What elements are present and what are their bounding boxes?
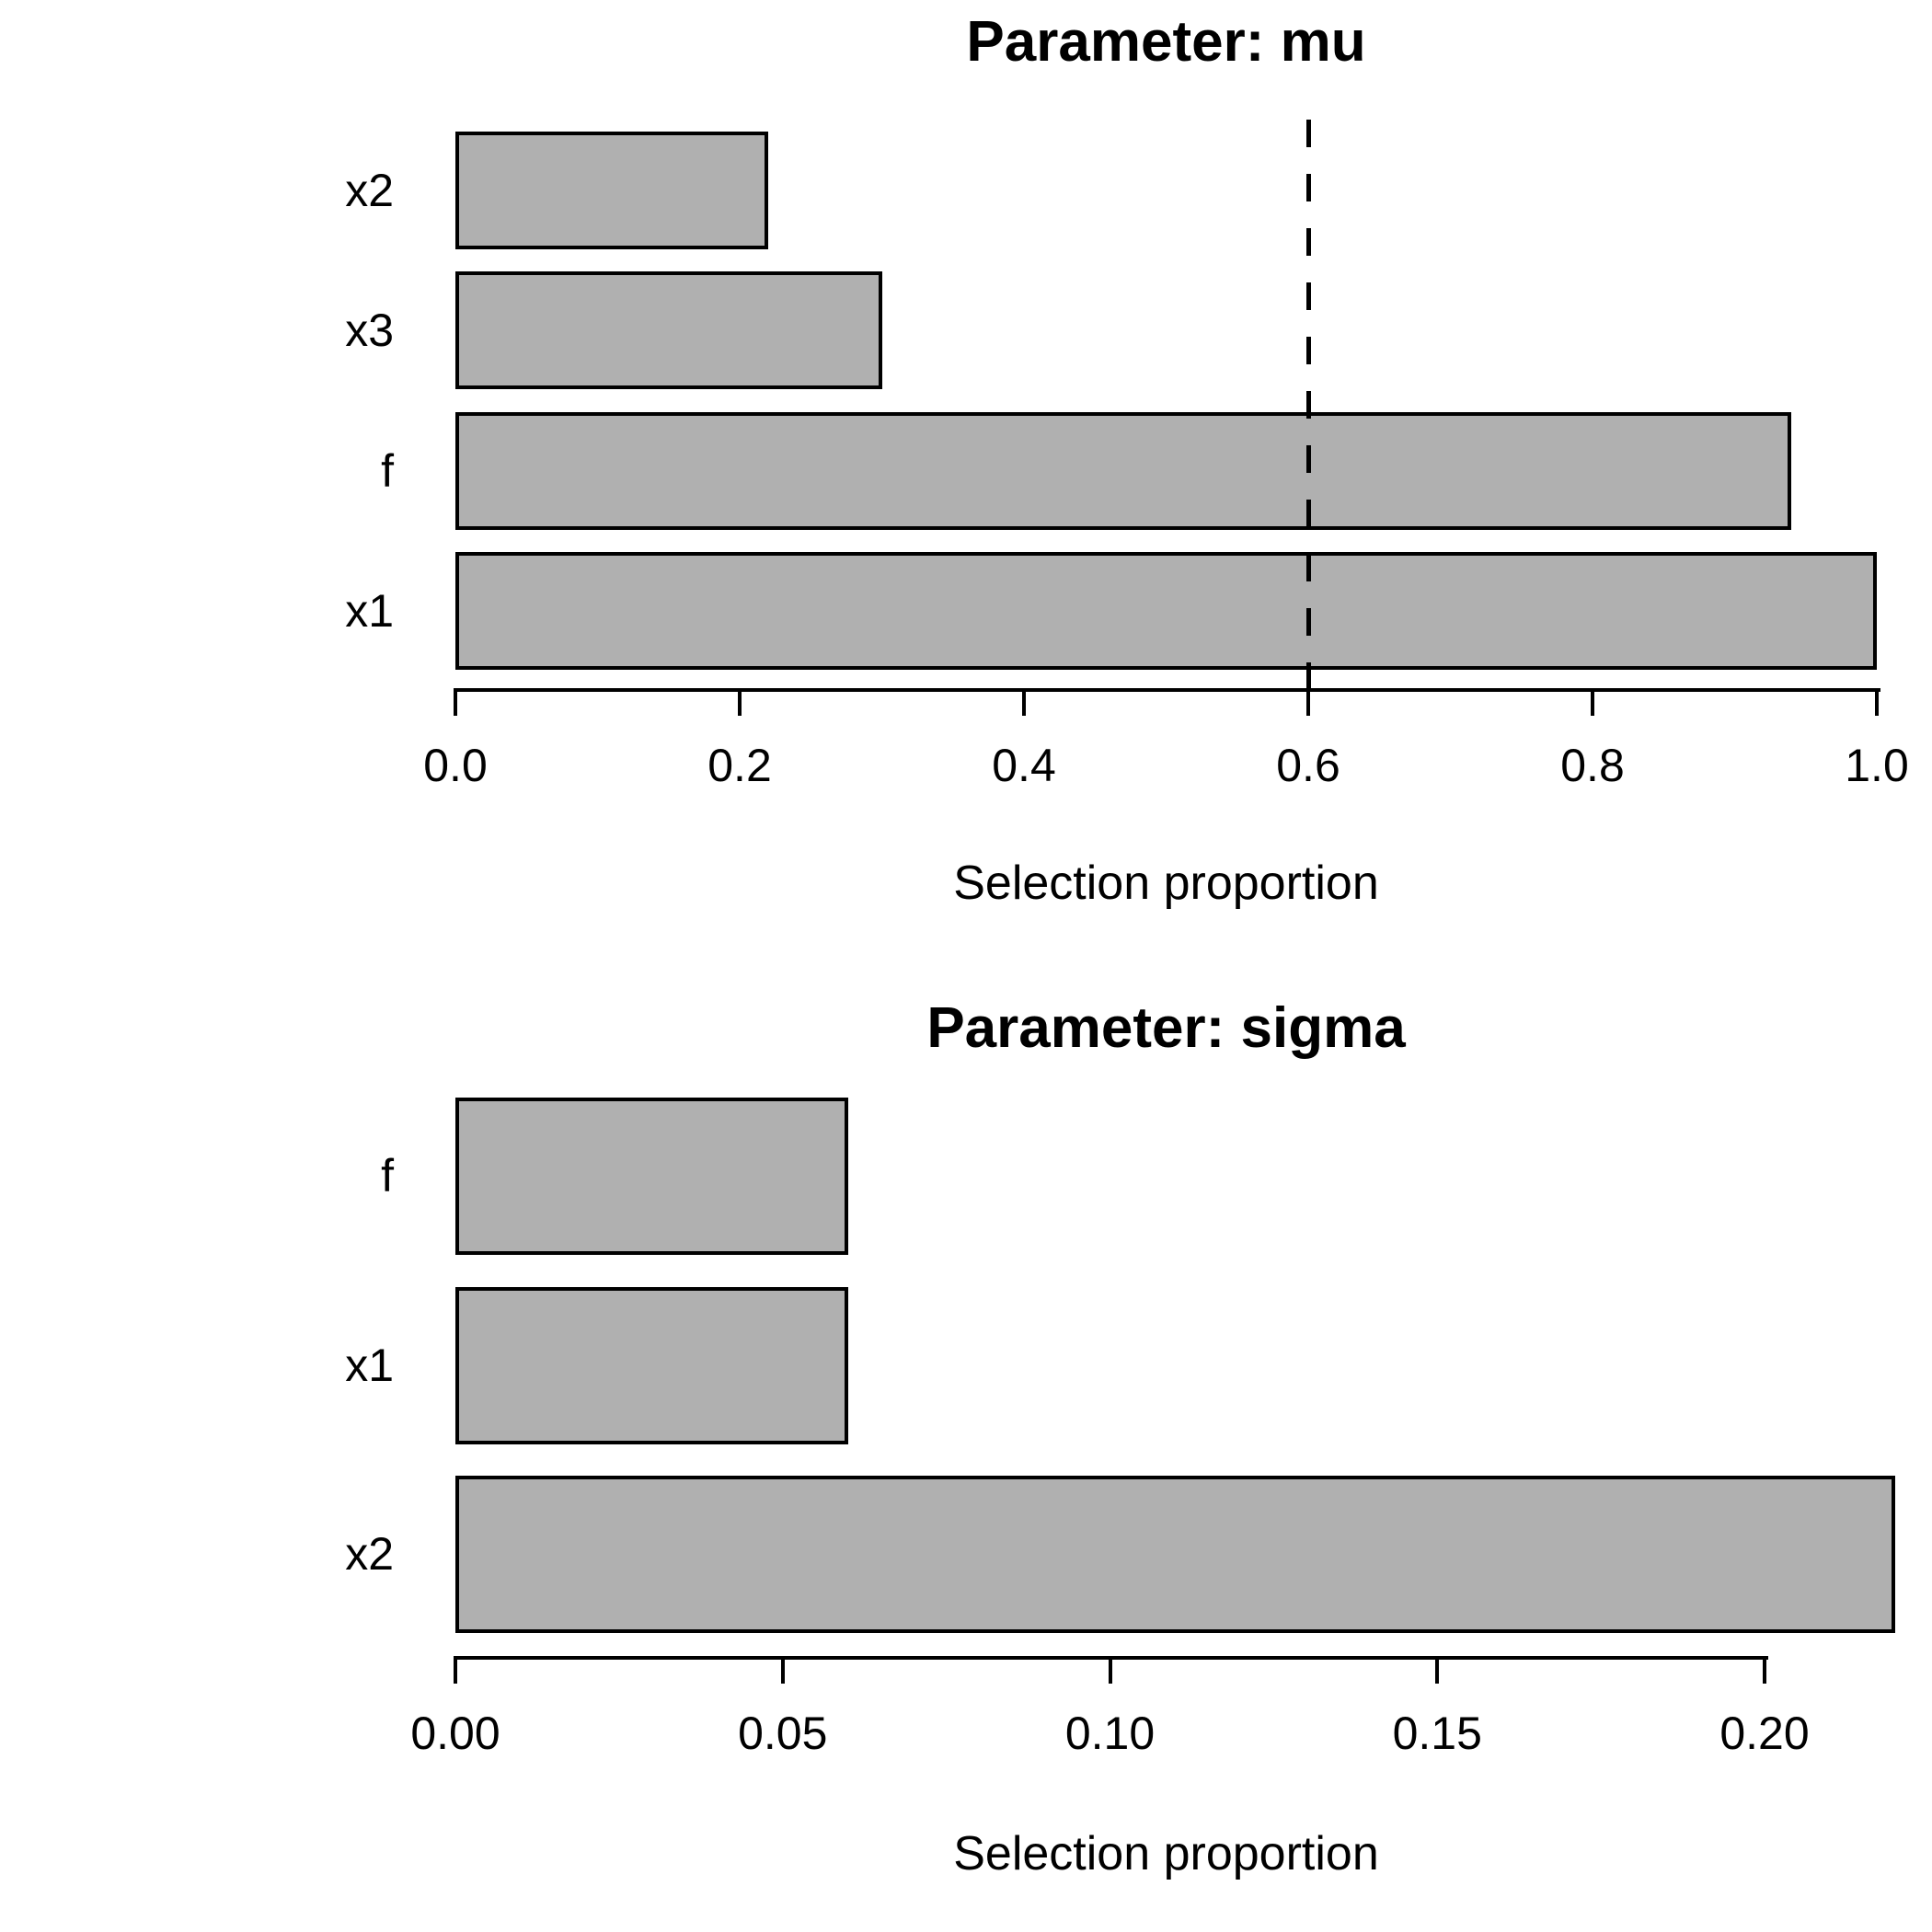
x-axis-line — [455, 1656, 1768, 1660]
x-axis-tick-0.0 — [454, 688, 457, 716]
bar-f — [455, 411, 1792, 530]
panel-sigma-x-axis-label: Selection proportion — [953, 1827, 1379, 1880]
bar-x2 — [455, 1476, 1896, 1633]
x-axis-tick-label-0.6: 0.6 — [1276, 740, 1340, 791]
category-label-f: f — [381, 1150, 394, 1202]
threshold-dashed-line — [1306, 120, 1311, 688]
x-axis-tick-0.6 — [1306, 688, 1310, 716]
x-axis-tick-0.20 — [1763, 1656, 1766, 1684]
x-axis-tick-label-0.4: 0.4 — [992, 740, 1056, 791]
x-axis-tick-0.00 — [454, 1656, 457, 1684]
x-axis-tick-label-0.00: 0.00 — [410, 1708, 500, 1759]
x-axis-tick-0.2 — [738, 688, 742, 716]
x-axis-tick-label-0.15: 0.15 — [1392, 1708, 1482, 1759]
x-axis-tick-0.05 — [780, 1656, 785, 1684]
bar-x2 — [455, 132, 768, 249]
x-axis-tick-label-1.0: 1.0 — [1845, 740, 1909, 791]
x-axis-tick-0.8 — [1591, 688, 1594, 716]
bar-x1 — [455, 1286, 848, 1444]
x-axis-tick-label-0.2: 0.2 — [707, 740, 772, 791]
x-axis-tick-0.4 — [1022, 688, 1026, 716]
x-axis-tick-label-0.0: 0.0 — [423, 740, 488, 791]
x-axis-tick-label-0.10: 0.10 — [1064, 1708, 1156, 1759]
panel-mu-x-axis-label: Selection proportion — [953, 857, 1379, 910]
panel-mu-title: Parameter: mu — [966, 10, 1366, 74]
x-axis-tick-1.0 — [1875, 688, 1879, 716]
x-axis-tick-label-0.8: 0.8 — [1560, 740, 1625, 791]
x-axis-tick-label-0.05: 0.05 — [738, 1708, 828, 1759]
x-axis-tick-0.10 — [1108, 1656, 1112, 1684]
bar-x3 — [455, 271, 882, 390]
bar-f — [455, 1098, 848, 1255]
x-axis-tick-0.15 — [1435, 1656, 1440, 1684]
x-axis-tick-label-0.20: 0.20 — [1719, 1708, 1810, 1759]
category-label-x3: x3 — [345, 305, 394, 357]
category-label-x1: x1 — [345, 584, 394, 637]
category-label-x2: x2 — [345, 165, 394, 216]
category-label-x2: x2 — [345, 1528, 394, 1580]
x-axis-line — [455, 688, 1880, 692]
panel-sigma-title: Parameter: sigma — [926, 996, 1406, 1060]
category-label-x1: x1 — [345, 1339, 394, 1391]
bar-x1 — [455, 551, 1877, 670]
category-label-f: f — [381, 444, 394, 497]
